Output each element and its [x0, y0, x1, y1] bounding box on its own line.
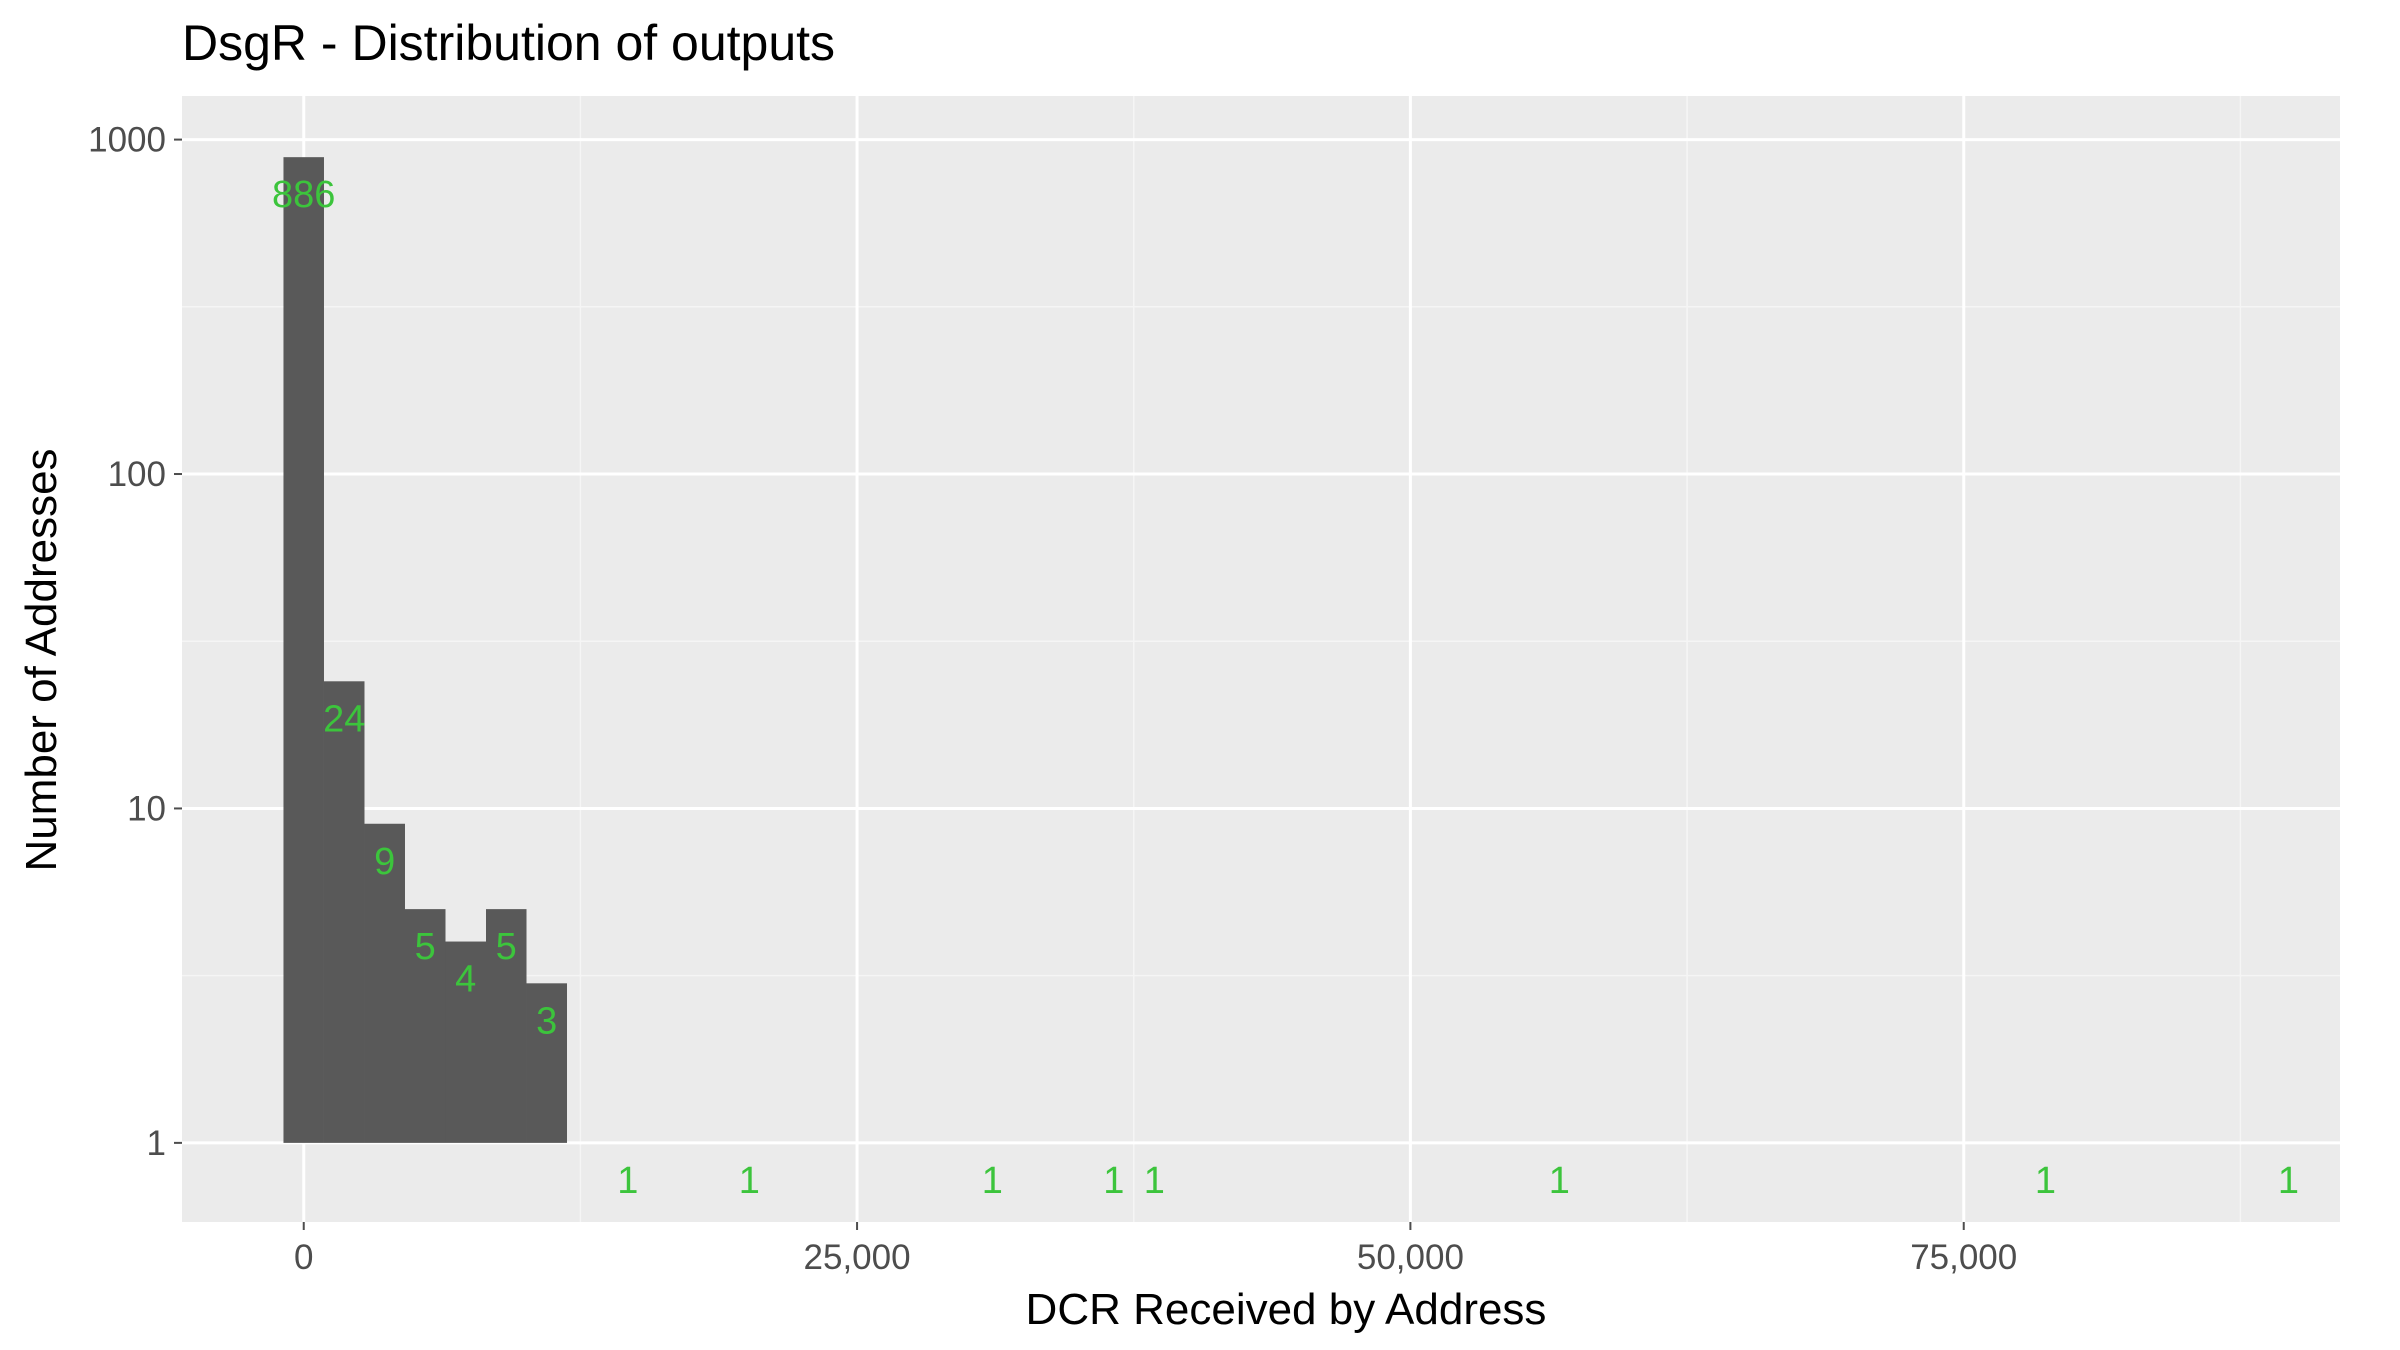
histogram-bar: [364, 823, 405, 1143]
y-tick-label: 100: [108, 455, 166, 494]
bin-count-label: 1: [2035, 1160, 2056, 1202]
bin-count-label: 24: [323, 698, 365, 740]
histogram-bar: [323, 681, 365, 1143]
x-tick-label: 0: [294, 1238, 313, 1277]
bin-count-label: 1: [1103, 1160, 1124, 1202]
bin-count-label: 4: [455, 959, 476, 1001]
histogram-bar: [486, 909, 527, 1143]
x-axis: 0 25,000 50,000 75,000: [294, 1222, 2017, 1277]
bin-count-label: 5: [496, 926, 517, 968]
bin-count-label: 1: [739, 1160, 760, 1202]
y-tick-label: 1: [147, 1124, 166, 1163]
x-tick-label: 75,000: [1910, 1238, 2017, 1277]
x-axis-title: DCR Received by Address: [1026, 1285, 1547, 1334]
y-tick-label: 10: [127, 789, 166, 828]
histogram-bars: [283, 157, 568, 1143]
bin-count-label: 1: [982, 1160, 1003, 1202]
minor-gridlines: [182, 96, 2340, 1222]
y-axis: 1 10 100 1000: [88, 121, 182, 1163]
chart-title: DsgR - Distribution of outputs: [182, 15, 835, 71]
histogram-bar: [526, 983, 568, 1143]
y-axis-title: Number of Addresses: [17, 448, 66, 871]
x-tick-label: 25,000: [804, 1238, 911, 1277]
x-tick-label: 50,000: [1357, 1238, 1464, 1277]
histogram-bar: [404, 909, 446, 1143]
bin-count-label: 9: [374, 841, 395, 883]
bin-count-label: 1: [617, 1160, 638, 1202]
histogram-bar: [283, 157, 324, 1143]
bin-count-label: 886: [272, 174, 335, 216]
bin-count-label: 1: [1144, 1160, 1165, 1202]
bin-count-label: 1: [2278, 1160, 2299, 1202]
bin-count-label: 5: [415, 926, 436, 968]
y-tick-label: 1000: [88, 121, 166, 160]
bin-count-label: 3: [536, 1000, 557, 1042]
bin-count-label: 1: [1549, 1160, 1570, 1202]
histogram-bar: [445, 941, 487, 1143]
